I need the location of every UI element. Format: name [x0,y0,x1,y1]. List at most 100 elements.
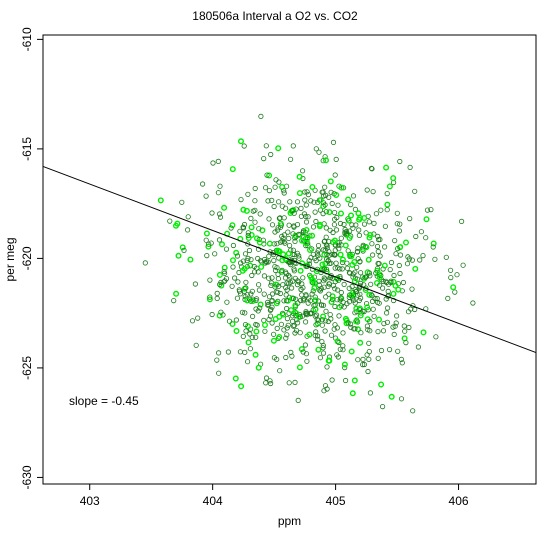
data-point [292,379,298,385]
data-point [396,228,402,234]
data-point [370,189,376,195]
data-point [312,209,318,215]
data-point [241,143,247,149]
data-point [344,260,350,266]
data-point [266,188,272,194]
data-point [336,246,342,252]
data-point [253,306,259,312]
highlight-point [339,256,346,263]
data-point [285,229,291,235]
highlight-point [351,377,358,384]
data-point [304,263,310,269]
data-point [316,149,322,155]
y-tick-label: -615 [20,137,34,161]
data-point [371,231,377,237]
data-point [245,359,251,365]
data-point [301,296,307,302]
data-point [364,187,370,193]
data-point [313,312,320,318]
highlight-point [218,241,225,248]
data-point [324,386,330,392]
highlight-point [317,197,324,204]
data-point [341,281,347,287]
data-point [203,237,209,243]
data-point [312,302,318,308]
highlight-point [299,237,306,244]
data-point [283,270,289,277]
data-point [370,306,376,312]
data-point [243,279,249,285]
highlight-point [303,226,310,233]
data-point [391,272,397,279]
data-point [210,160,216,166]
data-point [299,168,306,174]
data-point [470,300,476,306]
data-point [375,233,381,239]
data-point [264,299,271,305]
highlight-point [258,263,265,270]
highlight-point [378,381,385,388]
highlight-point [206,296,213,303]
data-point [253,334,259,340]
data-point [290,278,296,284]
data-point [336,339,342,346]
data-point [226,318,233,324]
data-point [376,282,383,288]
data-point [398,396,405,402]
data-point [291,224,297,230]
data-point [432,256,438,262]
data-point [352,326,358,332]
highlight-point [173,290,180,297]
highlight-point [345,196,352,203]
data-point [251,263,257,270]
data-point [266,253,272,259]
data-point [269,222,276,228]
data-point [319,338,325,345]
data-point [321,278,327,284]
data-point [228,225,234,231]
data-point [452,289,458,295]
data-point [261,273,267,279]
data-point [291,210,297,216]
data-point [412,188,418,194]
highlight-point [233,328,240,335]
data-point [366,340,372,346]
data-point [460,262,466,268]
data-point [312,294,318,300]
data-point [305,192,311,198]
data-point [254,322,260,328]
highlight-point [331,237,338,244]
data-point [335,202,341,208]
highlight-point [288,307,295,314]
data-point [261,291,267,297]
data-point [406,324,412,331]
highlight-point [296,190,303,197]
data-point [323,266,330,272]
highlight-point [367,231,374,238]
highlight-point [311,285,318,292]
data-point [314,333,321,339]
data-point [235,279,241,285]
data-point [282,275,289,281]
data-point [343,228,350,235]
highlight-point [420,329,427,336]
data-point [252,269,258,275]
data-point [281,327,287,333]
data-point [317,207,323,213]
data-point [290,247,296,253]
data-point [304,189,310,195]
data-point [236,287,242,293]
highlight-point [337,251,344,258]
data-point [366,270,372,276]
highlight-point [309,232,316,239]
data-point [401,323,407,329]
data-point [256,226,262,232]
data-point [428,207,434,213]
data-point [393,313,400,319]
data-point [378,207,384,213]
data-point [374,295,380,302]
data-point [277,215,283,221]
data-point [272,229,278,235]
x-tick-label: 405 [326,494,346,508]
highlight-point [341,361,348,368]
